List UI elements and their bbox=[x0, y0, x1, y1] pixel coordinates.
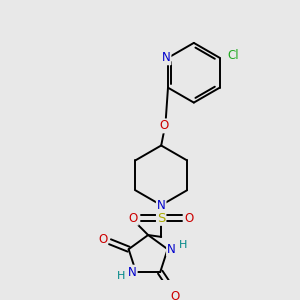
Text: H: H bbox=[178, 241, 187, 250]
Text: O: O bbox=[159, 119, 169, 132]
Text: O: O bbox=[184, 212, 194, 225]
Text: N: N bbox=[167, 243, 176, 256]
Text: N: N bbox=[162, 51, 170, 64]
Text: N: N bbox=[157, 199, 166, 212]
Text: O: O bbox=[170, 290, 180, 300]
Text: O: O bbox=[129, 212, 138, 225]
Text: H: H bbox=[117, 271, 125, 281]
Text: N: N bbox=[128, 266, 137, 279]
Text: Cl: Cl bbox=[227, 50, 239, 62]
Text: O: O bbox=[98, 233, 107, 246]
Text: S: S bbox=[157, 212, 165, 225]
